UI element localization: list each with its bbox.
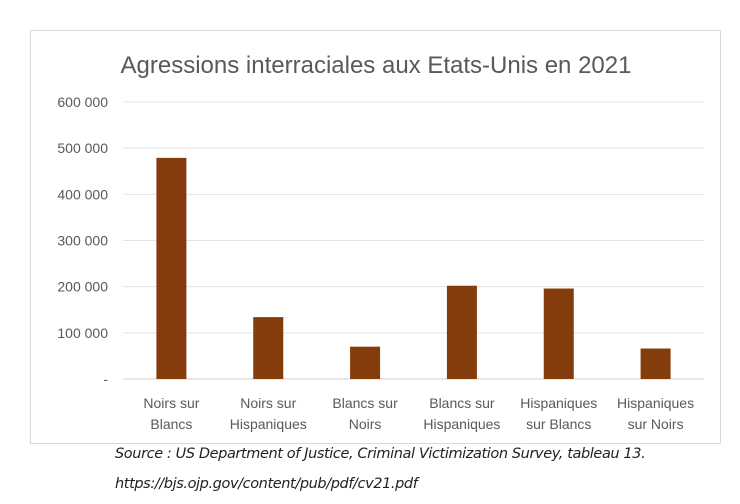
- x-tick-label: sur Blancs: [526, 416, 591, 432]
- y-tick-label: 300 000: [57, 233, 108, 249]
- bar: [350, 346, 381, 379]
- y-tick-label: 500 000: [57, 140, 108, 156]
- x-tick-label: Noirs sur: [143, 395, 199, 411]
- chart-frame: [30, 30, 721, 444]
- source-url[interactable]: https://bjs.ojp.gov/content/pub/pdf/cv21…: [115, 476, 418, 492]
- chart-title: Agressions interraciales aux Etats-Unis …: [121, 52, 632, 79]
- y-tick-label: -: [103, 371, 108, 387]
- bar: [156, 157, 187, 379]
- y-tick-label: 200 000: [57, 279, 108, 295]
- x-tick-label: Blancs: [150, 416, 192, 432]
- bar: [543, 288, 574, 379]
- x-tick-label: sur Noirs: [628, 416, 684, 432]
- y-tick-label: 100 000: [57, 325, 108, 341]
- y-tick-label: 600 000: [57, 94, 108, 110]
- x-tick-label: Noirs: [349, 416, 382, 432]
- bar: [253, 317, 284, 379]
- x-tick-label: Noirs sur: [240, 395, 296, 411]
- x-tick-label: Hispaniques: [230, 416, 307, 432]
- x-tick-label: Hispaniques: [520, 395, 597, 411]
- source-citation: Source : US Department of Justice, Crimi…: [115, 446, 646, 462]
- x-tick-label: Blancs sur: [429, 395, 495, 411]
- x-tick-label: Hispaniques: [617, 395, 694, 411]
- bar: [640, 348, 671, 379]
- x-tick-label: Blancs sur: [332, 395, 398, 411]
- bar: [446, 285, 477, 379]
- x-tick-label: Hispaniques: [423, 416, 500, 432]
- y-tick-label: 400 000: [57, 186, 108, 202]
